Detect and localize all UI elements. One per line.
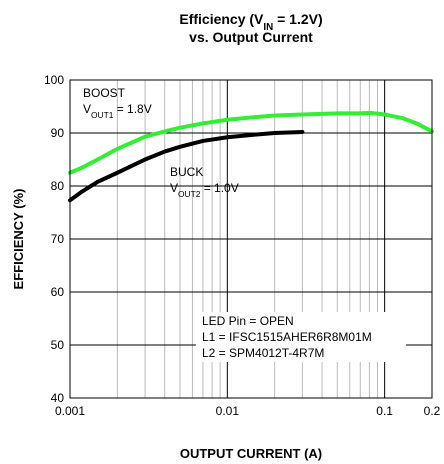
text-part: = 1.0V [200, 181, 238, 195]
y-tick-label: 60 [51, 285, 65, 299]
y-tick-label: 50 [51, 338, 65, 352]
lines [68, 110, 434, 203]
annotation: L1 = IFSC1515AHER6R8M01M [202, 330, 372, 344]
series-line [68, 129, 305, 203]
chart-subtitle: vs. Output Current [189, 29, 313, 45]
text-part: = 1.8V [113, 102, 151, 116]
x-tick-label: 0.01 [216, 404, 240, 418]
y-tick-label: 80 [51, 179, 65, 193]
annotation: VOUT2 = 1.0V [170, 181, 239, 199]
x-tick-label: 0.1 [376, 404, 393, 418]
plot-frame [69, 79, 433, 399]
annotation: VOUT1 = 1.8V [83, 102, 152, 120]
text-part: Efficiency (V [179, 11, 264, 27]
text-part: BUCK [170, 165, 203, 179]
y-tick-label: 100 [44, 73, 64, 87]
note-box [196, 312, 406, 362]
text-part: V [170, 181, 178, 195]
y-tick-label: 90 [51, 126, 65, 140]
text-part: BOOST [83, 86, 126, 100]
subscript: OUT1 [91, 110, 114, 120]
annotation: L2 = SPM4012T-4R7M [202, 346, 324, 360]
x-axis-label: OUTPUT CURRENT (A) [180, 446, 322, 461]
y-axis-label: EFFICIENCY (%) [11, 189, 26, 290]
text-part: LED Pin = OPEN [202, 314, 294, 328]
text-part: L2 = SPM4012T-4R7M [202, 346, 324, 360]
x-tick-label: 0.001 [55, 404, 85, 418]
subscript: OUT2 [178, 189, 201, 199]
text-part: L1 = IFSC1515AHER6R8M01M [202, 330, 372, 344]
labels: Efficiency (VIN = 1.2V)vs. Output Curren… [11, 11, 441, 461]
y-tick-label: 70 [51, 232, 65, 246]
y-tick-label: 40 [51, 391, 65, 405]
x-tick-label: 0.2 [424, 404, 441, 418]
annotation: LED Pin = OPEN [202, 314, 294, 328]
text-part: = 1.2V) [273, 11, 322, 27]
subscript: IN [263, 22, 273, 33]
chart-title: Efficiency (VIN = 1.2V) [179, 11, 322, 33]
annotation: BOOST [83, 86, 126, 100]
annotation: BUCK [170, 165, 203, 179]
text-part: V [83, 102, 91, 116]
series-line [68, 110, 434, 175]
